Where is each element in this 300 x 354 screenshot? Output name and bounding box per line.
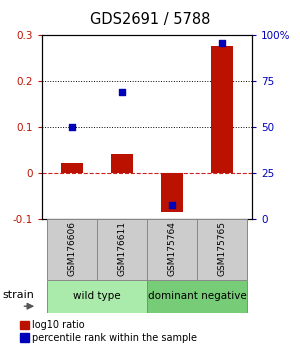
Text: wild type: wild type (73, 291, 121, 302)
Bar (197, 219, 247, 280)
Bar (47, 219, 97, 280)
Bar (161, 173, 183, 212)
Point (70, 125, 74, 130)
Point (120, 90, 124, 95)
Bar (111, 154, 133, 173)
Bar (211, 46, 233, 173)
Text: GSM176606: GSM176606 (68, 221, 76, 276)
Text: strain: strain (2, 290, 34, 299)
Bar (47, 280, 147, 313)
Bar (147, 219, 197, 280)
Text: GDS2691 / 5788: GDS2691 / 5788 (90, 12, 210, 27)
Bar (97, 219, 147, 280)
Text: GSM176611: GSM176611 (118, 221, 127, 276)
Text: GSM175764: GSM175764 (167, 221, 176, 276)
Bar (61, 163, 83, 173)
Point (169, 202, 174, 207)
Legend: log10 ratio, percentile rank within the sample: log10 ratio, percentile rank within the … (20, 320, 197, 343)
Point (220, 40, 224, 46)
Text: GSM175765: GSM175765 (218, 221, 226, 276)
Bar (147, 280, 247, 313)
Text: dominant negative: dominant negative (148, 291, 246, 302)
